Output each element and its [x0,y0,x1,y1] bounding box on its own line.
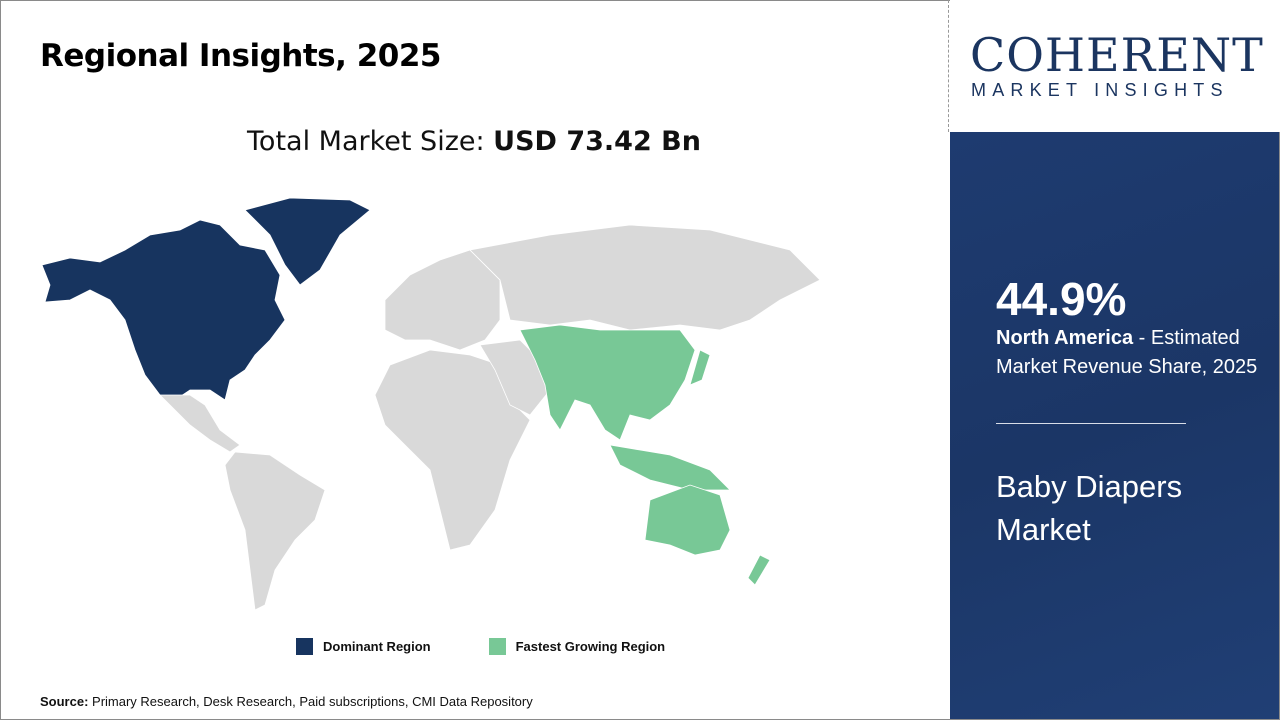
map-region-southeast-asia [609,444,731,491]
legend-swatch-dominant [296,638,313,655]
map-region-japan [689,349,711,386]
world-map [41,197,821,611]
logo-name: COHERENT [970,28,1264,82]
map-region-africa [374,349,531,551]
market-name: Baby Diapers Market [996,469,1183,547]
map-region-north-america [41,219,286,401]
map-region-asia [519,324,696,441]
panel-divider [996,423,1186,424]
map-region-russia [469,224,821,331]
total-market-value: USD 73.42 Bn [493,126,701,157]
share-description: North America - Estimated Market Revenue… [996,327,1258,378]
map-region-australia [644,484,731,556]
divider [948,0,949,132]
total-market-size: Total Market Size: USD 73.42 Bn [247,126,701,157]
legend-item-dominant: Dominant Region [296,638,431,655]
source-note: Source: Primary Research, Desk Research,… [40,694,533,709]
map-region-middle-east [479,339,551,416]
share-value: 44.9% [996,273,1127,325]
map-region-europe [384,249,501,351]
legend-item-fastest: Fastest Growing Region [488,638,665,655]
map-region-greenland [244,197,371,286]
insight-panel: 44.9% North America - Estimated Market R… [950,132,1279,719]
map-legend: Dominant Region Fastest Growing Region [296,638,665,655]
legend-swatch-fastest [488,638,506,655]
map-region-central-america [159,394,241,453]
map-region-south-america [224,451,326,611]
map-region-new-zealand [747,554,771,586]
company-logo: COHERENT MARKET INSIGHTS [950,0,1280,132]
logo-tagline: MARKET INSIGHTS [971,80,1229,100]
page-title: Regional Insights, 2025 [40,38,441,74]
